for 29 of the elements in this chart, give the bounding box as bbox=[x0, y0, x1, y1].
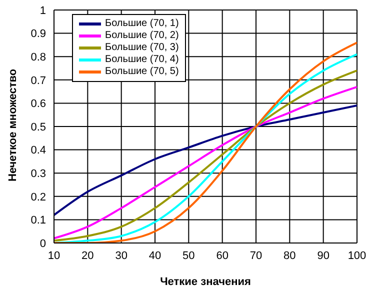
x-axis-title: Четкие значения bbox=[160, 276, 251, 288]
y-tick-label: 0.2 bbox=[30, 191, 46, 204]
y-tick-label: 1 bbox=[40, 4, 46, 17]
legend-label: Большие (70, 1) bbox=[105, 18, 179, 30]
y-tick-label: 0.7 bbox=[30, 74, 46, 87]
y-tick-label: 0.9 bbox=[30, 28, 46, 40]
y-axis-title: Нечеткое множество bbox=[6, 68, 19, 182]
y-tick-label: 0.3 bbox=[30, 168, 46, 180]
x-tick-label: 50 bbox=[182, 250, 195, 262]
x-tick-label: 40 bbox=[148, 250, 162, 262]
x-tick-label: 20 bbox=[82, 250, 94, 262]
y-tick-label: 0.6 bbox=[30, 98, 46, 110]
legend-label: Большие (70, 4) bbox=[105, 54, 179, 66]
y-tick-label: 0.1 bbox=[30, 214, 46, 227]
y-tick-label: 0.5 bbox=[30, 121, 46, 134]
x-tick-label: 60 bbox=[216, 250, 228, 262]
x-tick-label: 90 bbox=[317, 250, 330, 262]
x-tick-label: 70 bbox=[250, 250, 262, 262]
legend-label: Большие (70, 5) bbox=[105, 66, 179, 78]
y-tick-label: 0.4 bbox=[30, 144, 46, 157]
line-series bbox=[54, 104, 357, 216]
legend-label: Большие (70, 3) bbox=[105, 42, 179, 54]
x-tick-label: 30 bbox=[115, 250, 128, 262]
x-tick-label: 80 bbox=[284, 250, 296, 262]
x-tick-label: 100 bbox=[348, 250, 366, 262]
y-tick-label: 0.8 bbox=[30, 52, 46, 64]
x-tick-label: 10 bbox=[48, 250, 60, 262]
y-tick-label: 0 bbox=[40, 238, 46, 250]
legend-label: Большие (70, 2) bbox=[105, 30, 179, 42]
